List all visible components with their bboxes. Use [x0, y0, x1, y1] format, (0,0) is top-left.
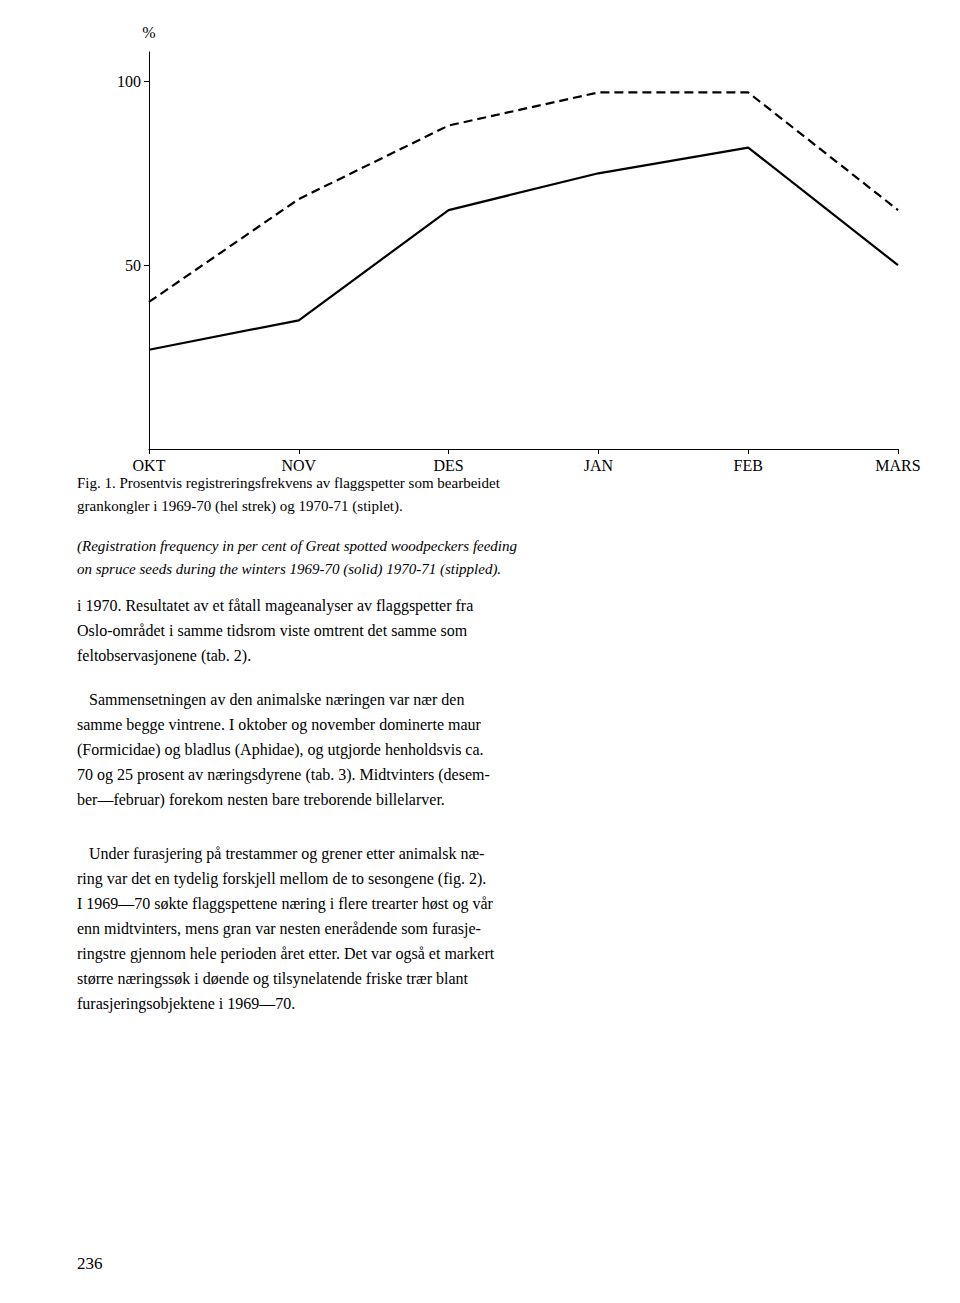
svg-text:Oslo-området i samme tidsrom v: Oslo-området i samme tidsrom viste omtre…	[77, 622, 468, 639]
svg-text:Under furasjering på trestamme: Under furasjering på trestammer og grene…	[77, 845, 484, 863]
svg-text:feltobservasjonene (tab. 2).: feltobservasjonene (tab. 2).	[77, 647, 251, 665]
svg-text:OKT: OKT	[133, 457, 166, 474]
svg-text:samme begge vintrene. I oktobe: samme begge vintrene. I oktober og novem…	[77, 716, 482, 734]
svg-text:ber—februar) forekom nesten ba: ber—februar) forekom nesten bare trebore…	[77, 791, 445, 809]
svg-text:Sammensetningen av den animals: Sammensetningen av den animalske næringe…	[77, 691, 464, 709]
svg-text:50: 50	[125, 257, 141, 274]
svg-text:ring var det en tydelig forskj: ring var det en tydelig forskjell mellom…	[77, 870, 486, 888]
svg-text:ringstre gjennom hele perioden: ringstre gjennom hele perioden året ette…	[77, 945, 495, 963]
svg-text:I 1969—70 søkte flaggspettene: I 1969—70 søkte flaggspettene næring i f…	[77, 895, 494, 913]
svg-text:(Formicidae) og bladlus (Aphid: (Formicidae) og bladlus (Aphidae), og ut…	[77, 741, 484, 759]
svg-text:(Registration frequency in per: (Registration frequency in per cent of G…	[77, 538, 518, 555]
svg-text:70 og 25 prosent av næringsdyr: 70 og 25 prosent av næringsdyrene (tab. …	[77, 766, 490, 784]
svg-text:%: %	[142, 24, 155, 41]
svg-text:on spruce seeds during the win: on spruce seeds during the winters 1969-…	[77, 561, 501, 578]
svg-text:Fig. 1. Prosentvis registrerin: Fig. 1. Prosentvis registreringsfrekvens…	[77, 475, 501, 491]
svg-text:JAN: JAN	[584, 457, 614, 474]
svg-text:enn midtvinters, mens gran var: enn midtvinters, mens gran var nesten en…	[77, 920, 481, 938]
svg-text:MARS: MARS	[875, 457, 920, 474]
svg-text:i 1970. Resultatet av et fåtal: i 1970. Resultatet av et fåtall mageanal…	[77, 597, 473, 615]
svg-text:236: 236	[77, 1254, 103, 1273]
svg-text:grankongler i 1969-70 (hel str: grankongler i 1969-70 (hel strek) og 197…	[77, 498, 403, 515]
svg-text:FEB: FEB	[734, 457, 763, 474]
svg-text:furasjeringsobjektene i 1969—7: furasjeringsobjektene i 1969—70.	[77, 995, 295, 1013]
svg-text:100: 100	[117, 73, 141, 90]
svg-text:større næringssøk i døende og: større næringssøk i døende og tilsynelat…	[77, 970, 469, 988]
svg-text:NOV: NOV	[281, 457, 316, 474]
svg-text:DES: DES	[433, 457, 463, 474]
